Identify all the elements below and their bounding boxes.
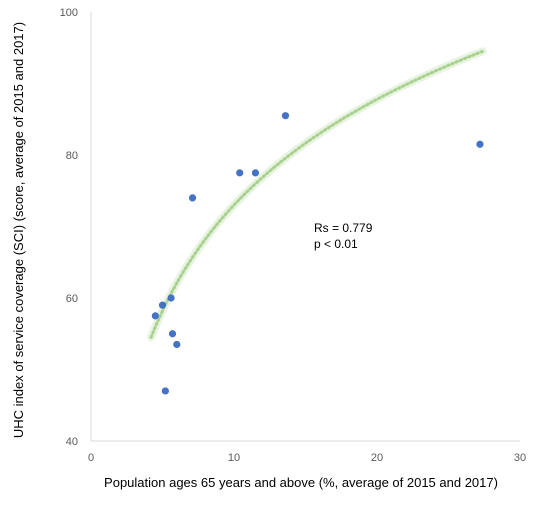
- data-point: [281, 112, 290, 120]
- data-point: [236, 169, 244, 177]
- data-point: [168, 330, 177, 338]
- y-tick-label: 40: [66, 436, 78, 448]
- data-points: [151, 112, 484, 395]
- x-tick-label: 0: [88, 452, 94, 464]
- data-point: [251, 169, 260, 177]
- trendline: [149, 49, 485, 339]
- p-value-annotation: p < 0.01: [314, 237, 358, 251]
- trendline-layer: [147, 47, 487, 342]
- y-tick-label: 80: [66, 150, 78, 162]
- data-point: [173, 340, 181, 349]
- data-point: [167, 294, 175, 302]
- x-tick-labels: 0 10 20 30: [88, 452, 526, 464]
- x-tick-label: 10: [228, 452, 240, 464]
- x-axis-title: Population ages 65 years and above (%, a…: [104, 475, 498, 490]
- data-point: [151, 312, 159, 320]
- data-point: [476, 140, 484, 148]
- rs-annotation: Rs = 0.779: [314, 221, 373, 235]
- x-tick-label: 30: [514, 452, 526, 464]
- data-point: [188, 194, 197, 202]
- data-point: [161, 387, 169, 395]
- y-tick-label: 100: [60, 7, 78, 19]
- trendline-glow: [147, 47, 487, 342]
- y-axis-title: UHC index of service coverage (SCI) (sco…: [11, 22, 26, 438]
- x-tick-label: 20: [371, 452, 383, 464]
- y-tick-label: 60: [66, 293, 78, 305]
- data-point: [158, 301, 167, 309]
- y-tick-labels: 40 60 80 100: [60, 7, 78, 448]
